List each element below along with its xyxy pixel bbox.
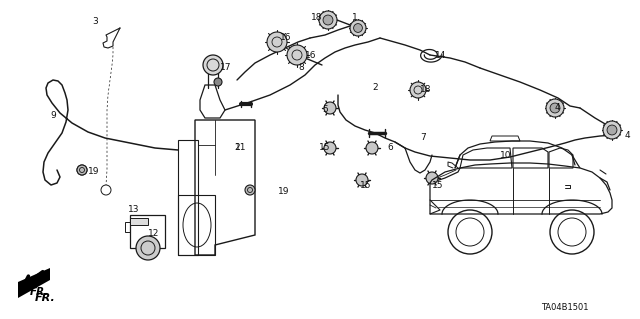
Circle shape [214, 78, 222, 86]
Circle shape [426, 172, 438, 184]
Text: 12: 12 [148, 229, 159, 239]
Polygon shape [18, 268, 50, 298]
Text: 6: 6 [387, 144, 393, 152]
Circle shape [245, 185, 255, 195]
Text: 13: 13 [128, 205, 140, 214]
Text: 19: 19 [278, 188, 289, 197]
Text: 1: 1 [352, 13, 358, 23]
Text: 15: 15 [432, 181, 444, 189]
Text: 8: 8 [298, 63, 304, 72]
Circle shape [287, 45, 307, 65]
Circle shape [607, 125, 617, 135]
Text: 15: 15 [319, 144, 330, 152]
Text: 7: 7 [420, 133, 426, 143]
Circle shape [546, 99, 564, 117]
Text: 2: 2 [372, 84, 378, 93]
Circle shape [603, 121, 621, 139]
Circle shape [410, 82, 426, 98]
Text: 4: 4 [555, 103, 561, 113]
Text: FR.: FR. [30, 287, 49, 297]
Circle shape [319, 11, 337, 29]
Text: 15: 15 [360, 181, 371, 189]
Circle shape [550, 103, 560, 113]
Circle shape [323, 15, 333, 25]
Text: 9: 9 [50, 110, 56, 120]
Circle shape [136, 236, 160, 260]
Text: 19: 19 [88, 167, 99, 176]
Circle shape [267, 32, 287, 52]
Circle shape [366, 142, 378, 154]
Text: 3: 3 [92, 18, 98, 26]
Text: 16: 16 [305, 50, 317, 60]
Circle shape [203, 55, 223, 75]
Circle shape [354, 24, 362, 33]
Circle shape [77, 165, 87, 175]
Circle shape [356, 174, 368, 186]
Text: 17: 17 [220, 63, 232, 72]
Circle shape [324, 142, 336, 154]
Text: 18: 18 [310, 13, 322, 23]
Circle shape [350, 20, 366, 36]
Text: 11: 11 [235, 144, 246, 152]
Text: FR.: FR. [35, 293, 56, 303]
Text: 18: 18 [420, 85, 431, 94]
Text: 16: 16 [280, 33, 291, 42]
Text: TA04B1501: TA04B1501 [541, 303, 589, 313]
Polygon shape [130, 218, 148, 225]
Text: 5: 5 [323, 106, 328, 115]
Text: 4: 4 [625, 130, 630, 139]
Text: 10: 10 [500, 151, 511, 160]
Circle shape [77, 165, 87, 175]
Circle shape [324, 102, 336, 114]
Text: 14: 14 [435, 50, 446, 60]
Text: 2: 2 [234, 144, 240, 152]
